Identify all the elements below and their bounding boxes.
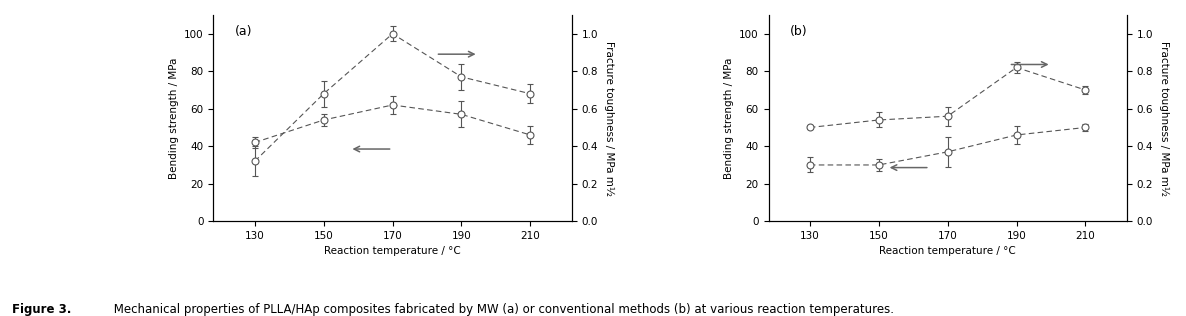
Y-axis label: Fracture toughness / MPa m½: Fracture toughness / MPa m½ <box>1160 40 1169 196</box>
Text: Mechanical properties of PLLA/HAp composites fabricated by MW (a) or conventiona: Mechanical properties of PLLA/HAp compos… <box>110 303 894 316</box>
Text: (b): (b) <box>790 25 808 38</box>
X-axis label: Reaction temperature / °C: Reaction temperature / °C <box>324 246 461 257</box>
Y-axis label: Bending strength / MPa: Bending strength / MPa <box>723 58 734 179</box>
X-axis label: Reaction temperature / °C: Reaction temperature / °C <box>879 246 1016 257</box>
Y-axis label: Bending strength / MPa: Bending strength / MPa <box>168 58 179 179</box>
Text: (a): (a) <box>235 25 253 38</box>
Y-axis label: Fracture toughness / MPa m½: Fracture toughness / MPa m½ <box>605 40 614 196</box>
Text: Figure 3.: Figure 3. <box>12 303 71 316</box>
